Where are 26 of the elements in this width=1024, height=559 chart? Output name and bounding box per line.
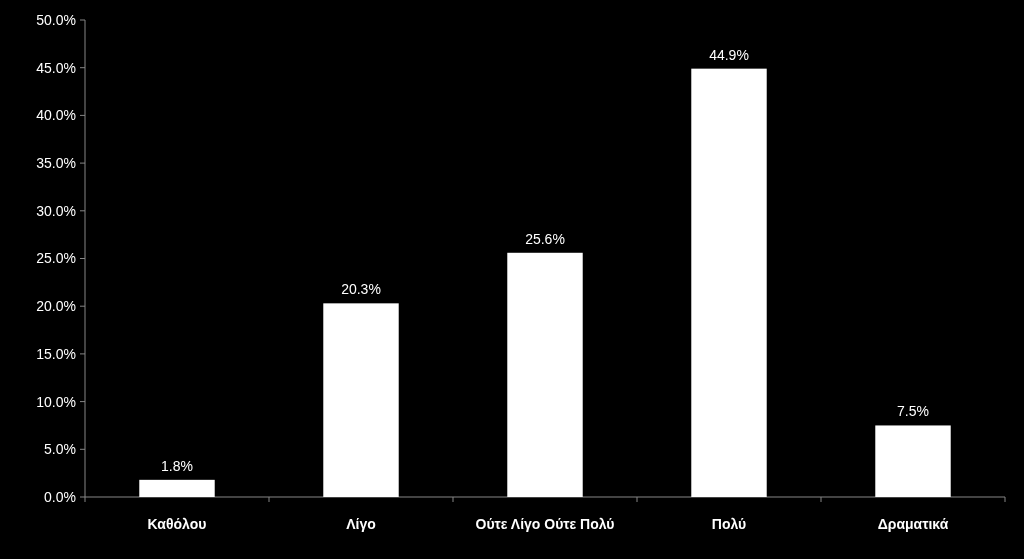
x-tick-label: Ούτε Λίγο Ούτε Πολύ: [475, 516, 615, 532]
y-tick-label: 25.0%: [36, 250, 76, 267]
x-tick-label: Δραματικά: [877, 516, 949, 532]
data-label: 20.3%: [341, 281, 381, 298]
y-tick-label: 15.0%: [36, 345, 76, 362]
bar: [507, 252, 583, 497]
bar: [691, 68, 767, 497]
x-tick-label: Πολύ: [711, 516, 747, 532]
y-tick-label: 10.0%: [36, 393, 76, 410]
y-tick-label: 50.0%: [36, 11, 76, 28]
data-label: 44.9%: [709, 46, 749, 63]
bar: [323, 303, 399, 497]
y-tick-label: 40.0%: [36, 107, 76, 124]
y-tick-label: 20.0%: [36, 298, 76, 315]
data-label: 25.6%: [525, 230, 565, 247]
data-label: 7.5%: [897, 403, 929, 420]
x-tick-label: Καθόλου: [147, 516, 207, 532]
bar: [875, 425, 951, 497]
data-label: 1.8%: [161, 457, 193, 474]
y-tick-label: 0.0%: [44, 488, 76, 505]
x-tick-label: Λίγο: [346, 516, 376, 532]
bar: [139, 479, 215, 497]
y-tick-label: 35.0%: [36, 155, 76, 171]
y-tick-label: 5.0%: [44, 441, 76, 458]
y-tick-label: 30.0%: [36, 202, 76, 219]
y-tick-label: 45.0%: [36, 59, 76, 76]
